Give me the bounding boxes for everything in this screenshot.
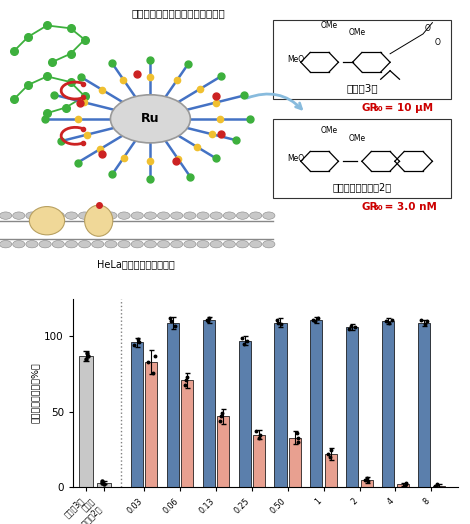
Text: GR: GR xyxy=(362,202,378,212)
Ellipse shape xyxy=(29,206,65,235)
Bar xyxy=(167,323,179,487)
Y-axis label: がん細胞の増殖（%）: がん細胞の増殖（%） xyxy=(31,363,40,423)
Circle shape xyxy=(13,241,25,248)
Text: = 10 μM: = 10 μM xyxy=(381,103,433,113)
Bar xyxy=(273,20,451,99)
Circle shape xyxy=(118,241,130,248)
Circle shape xyxy=(0,212,12,219)
Circle shape xyxy=(144,212,157,219)
Bar xyxy=(346,328,359,487)
Circle shape xyxy=(144,241,157,248)
Circle shape xyxy=(65,212,78,219)
Bar xyxy=(274,323,287,487)
Text: 抗がん活性物質（2）: 抗がん活性物質（2） xyxy=(332,182,392,192)
Circle shape xyxy=(223,241,235,248)
Bar xyxy=(131,343,143,487)
Circle shape xyxy=(184,241,196,248)
Text: 50: 50 xyxy=(374,205,383,211)
Circle shape xyxy=(236,212,249,219)
Bar xyxy=(97,483,110,487)
Circle shape xyxy=(210,241,222,248)
Circle shape xyxy=(131,241,143,248)
Circle shape xyxy=(210,212,222,219)
Circle shape xyxy=(13,212,25,219)
Text: OMe: OMe xyxy=(349,28,366,37)
Circle shape xyxy=(157,241,170,248)
Text: OMe: OMe xyxy=(321,21,337,30)
Bar xyxy=(382,321,394,487)
Bar xyxy=(273,119,451,198)
Circle shape xyxy=(26,241,38,248)
Circle shape xyxy=(0,241,12,248)
Bar xyxy=(418,323,430,487)
Circle shape xyxy=(250,241,262,248)
Circle shape xyxy=(105,241,117,248)
Circle shape xyxy=(171,212,183,219)
Text: OMe: OMe xyxy=(321,126,337,135)
Text: O: O xyxy=(425,24,431,33)
Bar xyxy=(203,320,215,487)
Circle shape xyxy=(39,212,51,219)
Bar xyxy=(397,484,409,487)
Circle shape xyxy=(236,241,249,248)
Circle shape xyxy=(52,241,64,248)
Text: OMe: OMe xyxy=(349,134,366,143)
Bar xyxy=(79,356,93,487)
Text: GR: GR xyxy=(362,103,378,113)
Text: = 3.0 nM: = 3.0 nM xyxy=(381,202,437,212)
Circle shape xyxy=(171,241,183,248)
Text: HeLaヒト子宮頸がん細胞: HeLaヒト子宮頸がん細胞 xyxy=(97,259,175,269)
Circle shape xyxy=(65,241,78,248)
Circle shape xyxy=(223,212,235,219)
Text: 50: 50 xyxy=(374,106,383,112)
Circle shape xyxy=(250,212,262,219)
Circle shape xyxy=(131,212,143,219)
Circle shape xyxy=(92,241,104,248)
Bar xyxy=(325,454,337,487)
Bar xyxy=(360,480,373,487)
Circle shape xyxy=(263,241,275,248)
Circle shape xyxy=(78,212,91,219)
Circle shape xyxy=(92,212,104,219)
Text: MeO: MeO xyxy=(288,154,305,163)
Circle shape xyxy=(263,212,275,219)
Bar xyxy=(253,434,265,487)
Bar xyxy=(432,486,445,487)
Circle shape xyxy=(197,212,209,219)
Circle shape xyxy=(118,212,130,219)
Bar xyxy=(289,438,301,487)
Ellipse shape xyxy=(85,205,113,236)
Bar xyxy=(217,417,229,487)
Circle shape xyxy=(52,212,64,219)
Circle shape xyxy=(197,241,209,248)
Circle shape xyxy=(78,241,91,248)
Text: MeO: MeO xyxy=(288,55,305,64)
Bar xyxy=(181,380,193,487)
Text: Ru: Ru xyxy=(141,112,160,125)
Circle shape xyxy=(105,212,117,219)
Circle shape xyxy=(26,212,38,219)
Text: 糖鎖アルブミン・ルテニウム触媒: 糖鎖アルブミン・ルテニウム触媒 xyxy=(132,8,226,18)
Bar xyxy=(310,320,322,487)
Circle shape xyxy=(39,241,51,248)
Text: 原料（3）: 原料（3） xyxy=(346,83,378,93)
Circle shape xyxy=(157,212,170,219)
Bar xyxy=(238,341,251,487)
Bar xyxy=(145,362,157,487)
Circle shape xyxy=(110,95,190,143)
Circle shape xyxy=(184,212,196,219)
Text: O: O xyxy=(434,38,440,47)
